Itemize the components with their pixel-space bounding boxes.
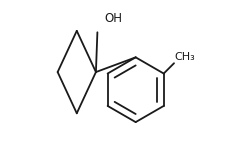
Text: CH₃: CH₃	[175, 52, 195, 63]
Text: OH: OH	[105, 12, 123, 25]
